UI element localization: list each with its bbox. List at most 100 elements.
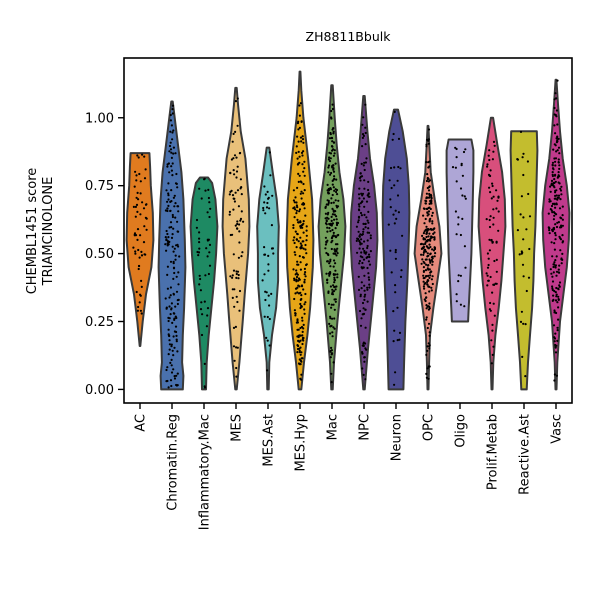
data-point (425, 207, 428, 210)
data-point (364, 293, 367, 296)
data-point (299, 192, 302, 195)
data-point (425, 376, 428, 379)
data-point (203, 177, 206, 180)
data-point (138, 172, 141, 176)
data-point (358, 235, 361, 238)
data-point (364, 103, 367, 106)
data-point (164, 243, 167, 246)
data-point (170, 384, 173, 388)
data-point (366, 219, 369, 222)
data-point (554, 180, 557, 183)
data-point (459, 274, 462, 277)
data-point (231, 140, 234, 143)
data-point (302, 182, 305, 186)
data-point (241, 251, 244, 254)
data-point (554, 164, 557, 167)
data-point (171, 213, 174, 217)
data-point (324, 243, 327, 246)
data-point (301, 334, 304, 337)
data-point (240, 193, 243, 196)
data-point (134, 170, 137, 173)
data-point (333, 248, 336, 251)
violin-ac (125, 152, 155, 347)
data-point (166, 200, 169, 203)
data-point (240, 255, 243, 258)
data-point (292, 268, 295, 271)
data-point (299, 268, 302, 271)
data-point (387, 223, 390, 226)
data-point (420, 262, 423, 265)
data-point (361, 123, 364, 126)
data-point (169, 260, 173, 263)
data-point (298, 210, 301, 213)
data-point (555, 274, 558, 277)
data-point (236, 189, 240, 192)
data-point (236, 222, 239, 226)
data-point (174, 315, 177, 318)
data-point (425, 235, 428, 239)
data-point (366, 288, 369, 291)
data-point (327, 217, 330, 220)
data-point (552, 227, 555, 230)
data-point (557, 221, 561, 224)
data-point (429, 260, 432, 263)
data-point (553, 337, 557, 340)
data-point (329, 173, 332, 176)
data-point (172, 146, 175, 149)
data-point (300, 197, 303, 200)
data-point (554, 351, 558, 354)
data-point (132, 246, 135, 249)
data-point (168, 144, 172, 148)
data-point (326, 252, 329, 256)
data-point (495, 258, 498, 261)
data-point (554, 238, 557, 241)
data-point (266, 315, 269, 319)
data-point (175, 330, 178, 334)
data-point (425, 258, 428, 261)
data-point (561, 241, 564, 244)
data-point (242, 220, 245, 223)
data-point (297, 128, 300, 131)
data-point (558, 167, 561, 170)
data-point (459, 233, 462, 237)
data-point (167, 162, 170, 165)
data-point (301, 330, 304, 333)
data-point (199, 308, 203, 311)
data-point (330, 346, 333, 349)
data-point (424, 292, 427, 295)
data-point (299, 136, 303, 139)
data-point (363, 295, 366, 298)
data-point (170, 189, 173, 192)
data-point (303, 167, 306, 170)
data-point (428, 285, 431, 288)
data-point (334, 262, 337, 265)
data-point (331, 335, 334, 338)
data-point (487, 263, 490, 267)
data-point (430, 258, 433, 262)
data-point (397, 211, 400, 214)
data-point (396, 194, 400, 197)
data-point (490, 197, 493, 200)
data-point (454, 166, 457, 169)
data-point (426, 177, 429, 181)
data-point (169, 286, 172, 289)
data-point (166, 265, 169, 268)
data-point (170, 226, 173, 229)
data-point (522, 322, 525, 325)
data-point (333, 308, 336, 311)
data-point (365, 216, 368, 219)
data-point (422, 280, 425, 283)
data-point (425, 275, 428, 278)
data-point (134, 205, 137, 208)
data-point (551, 183, 554, 187)
data-point (329, 260, 332, 263)
data-point (203, 300, 206, 303)
data-point (328, 271, 331, 274)
data-point (551, 174, 555, 178)
data-point (426, 211, 429, 214)
data-point (134, 234, 138, 237)
data-point (553, 379, 556, 382)
data-point (139, 213, 142, 216)
data-point (363, 161, 366, 164)
data-point (305, 234, 308, 237)
